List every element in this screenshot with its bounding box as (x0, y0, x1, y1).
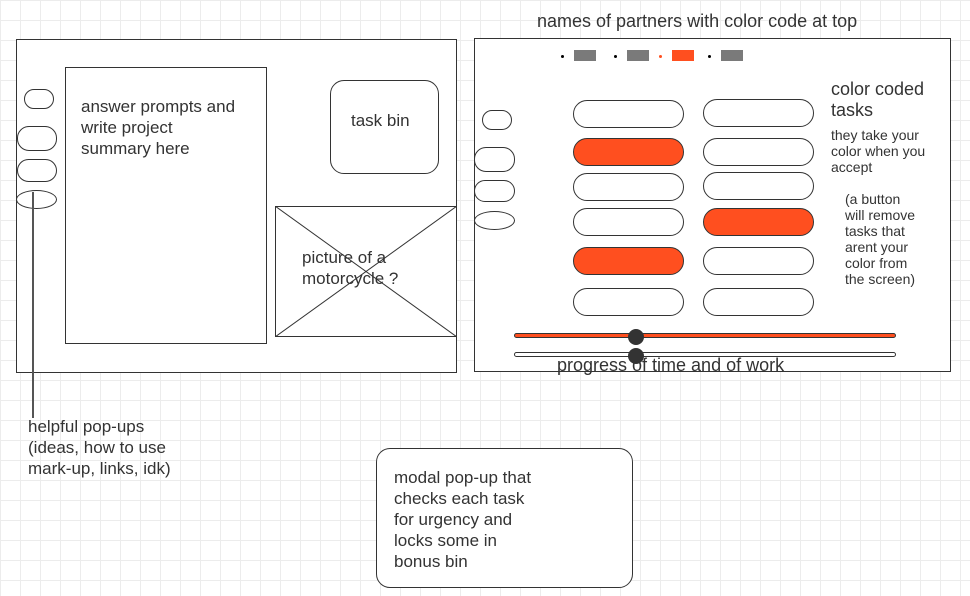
partner-dot-2 (614, 55, 617, 58)
task-pill-accepted[interactable] (573, 247, 684, 275)
task-pill[interactable] (573, 100, 684, 128)
tasks-title: color coded tasks (831, 79, 925, 120)
right-popup-button-1[interactable] (482, 110, 512, 130)
task-pill[interactable] (703, 247, 814, 275)
partner-dot-4 (708, 55, 711, 58)
popup-button-1[interactable] (24, 89, 54, 109)
popup-connector-line (32, 192, 34, 418)
task-pill[interactable] (703, 99, 814, 127)
image-placeholder-label: picture of a motorcycle ? (302, 248, 399, 288)
progress-label: progress of time and of work (557, 355, 785, 375)
task-pill-accepted[interactable] (573, 138, 684, 166)
partner-dot-3 (659, 55, 662, 58)
partners-note: names of partners with color code at top (537, 11, 858, 31)
summary-textarea[interactable]: answer prompts and write project summary… (65, 67, 267, 344)
partner-swatch-1[interactable] (574, 50, 596, 61)
work-progress-bar (514, 352, 896, 357)
partner-dot-1 (561, 55, 564, 58)
time-progress-handle[interactable] (628, 329, 645, 345)
task-pill[interactable] (703, 138, 814, 166)
task-bin[interactable]: task bin (330, 80, 439, 174)
popup-button-3[interactable] (17, 159, 57, 182)
task-pill-accepted[interactable] (703, 208, 814, 236)
task-pill[interactable] (573, 288, 684, 316)
task-pill[interactable] (573, 208, 684, 236)
right-popup-button-4[interactable] (474, 211, 515, 230)
task-pill[interactable] (703, 288, 814, 316)
partner-swatch-2[interactable] (627, 50, 649, 61)
motorcycle-image-placeholder: picture of a motorcycle ? (275, 206, 457, 337)
right-popup-button-3[interactable] (474, 180, 515, 202)
task-pill[interactable] (703, 172, 814, 200)
task-bin-label: task bin (351, 111, 410, 130)
urgency-modal: modal pop-up that checks each task for u… (376, 448, 633, 588)
popups-note: helpful pop-ups (ideas, how to use mark-… (28, 417, 171, 478)
summary-prompt-text: answer prompts and write project summary… (81, 97, 236, 158)
tasks-description: they take your color when you accept (831, 127, 926, 175)
partner-swatch-4[interactable] (721, 50, 743, 61)
popup-button-4[interactable] (16, 190, 57, 209)
popup-button-2[interactable] (17, 126, 57, 151)
modal-note: modal pop-up that checks each task for u… (394, 468, 532, 571)
task-pill[interactable] (573, 173, 684, 201)
time-progress-bar (514, 333, 896, 338)
placeholder-cross-icon (275, 206, 457, 337)
right-popup-button-2[interactable] (474, 147, 515, 172)
right-panel (474, 38, 951, 372)
partner-swatch-3[interactable] (672, 50, 694, 61)
work-progress-handle[interactable] (628, 348, 645, 364)
remove-tasks-note: (a button will remove tasks that arent y… (845, 191, 916, 287)
